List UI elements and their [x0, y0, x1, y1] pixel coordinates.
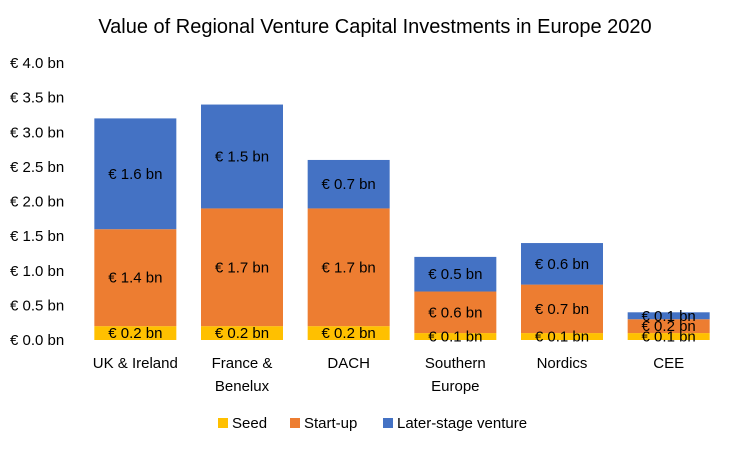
bar-segment-start-up	[307, 208, 390, 327]
bar-segment-later-stage-venture	[201, 104, 283, 209]
data-label: € 0.5 bn	[428, 266, 482, 283]
data-label: € 0.6 bn	[535, 256, 589, 273]
chart-title: Value of Regional Venture Capital Invest…	[98, 16, 651, 38]
data-label: € 0.2 bn	[642, 318, 696, 335]
bar-segment-start-up	[201, 208, 283, 327]
legend-swatch	[290, 418, 300, 428]
data-label: € 0.1 bn	[642, 308, 696, 325]
data-labels: € 0.2 bn € 1.4 bn € 1.6 bn € 0.2 bn € 1.7 bn…	[108, 148, 696, 345]
y-tick-label: € 1.5 bn	[10, 228, 64, 245]
bar-segment-start-up	[521, 284, 603, 334]
x-category-label: Southern	[425, 355, 486, 372]
legend-swatch	[218, 418, 228, 428]
bar-segment-start-up	[627, 319, 710, 334]
y-tick-label: € 4.0 bn	[10, 55, 64, 72]
y-tick-label: € 3.0 bn	[10, 124, 64, 141]
bar-segment-seed	[521, 333, 603, 340]
legend-label: Seed	[232, 415, 267, 432]
x-category-label: DACH	[327, 355, 370, 372]
bar-segment-later-stage-venture	[521, 243, 603, 285]
y-tick-label: € 0.5 bn	[10, 297, 64, 314]
bar-segment-later-stage-venture	[627, 312, 710, 320]
data-label: € 0.7 bn	[535, 301, 589, 318]
x-category-label: UK & Ireland	[93, 355, 178, 372]
bar-segment-seed	[414, 333, 497, 340]
data-label: € 1.4 bn	[108, 270, 162, 287]
y-tick-label: € 2.5 bn	[10, 159, 64, 176]
bar-segment-later-stage-venture	[94, 118, 177, 230]
legend-label: Start-up	[304, 415, 357, 432]
bars	[94, 104, 710, 340]
bar-segment-start-up	[94, 229, 177, 327]
data-label: € 0.2 bn	[215, 325, 269, 342]
y-axis-ticks: € 0.0 bn € 0.5 bn € 1.0 bn € 1.5 bn € 2.0 bn…	[10, 55, 64, 349]
x-category-label: CEE	[653, 355, 684, 372]
data-label: € 1.7 bn	[322, 259, 376, 276]
data-label: € 0.6 bn	[428, 304, 482, 321]
bar-segment-seed	[307, 326, 390, 340]
bar-segment-later-stage-venture	[307, 159, 390, 209]
data-label: € 0.7 bn	[322, 176, 376, 193]
data-label: € 0.1 bn	[642, 329, 696, 346]
data-label: € 1.6 bn	[108, 166, 162, 183]
bar-segment-seed	[201, 326, 283, 340]
x-category-label: Nordics	[537, 355, 588, 372]
bar-segment-seed	[94, 326, 177, 340]
data-label: € 1.7 bn	[215, 259, 269, 276]
bar-segment-seed	[627, 333, 710, 340]
legend: Seed Start-up Later-stage venture	[218, 415, 527, 432]
data-label: € 0.1 bn	[535, 329, 589, 346]
bar-segment-later-stage-venture	[414, 256, 497, 292]
legend-swatch	[383, 418, 393, 428]
y-tick-label: € 0.0 bn	[10, 332, 64, 349]
x-category-label: Benelux	[215, 378, 270, 395]
data-label: € 0.2 bn	[322, 325, 376, 342]
data-label: € 0.2 bn	[108, 325, 162, 342]
bar-segment-start-up	[414, 291, 497, 334]
x-axis-labels: UK & Ireland France & Benelux DACH Southern E…	[93, 355, 684, 395]
x-category-label: France &	[212, 355, 273, 372]
legend-label: Later-stage venture	[397, 415, 527, 432]
y-tick-label: € 3.5 bn	[10, 90, 64, 107]
data-label: € 0.1 bn	[428, 329, 482, 346]
y-tick-label: € 2.0 bn	[10, 194, 64, 211]
x-category-label: Europe	[431, 378, 479, 395]
data-label: € 1.5 bn	[215, 148, 269, 165]
y-tick-label: € 1.0 bn	[10, 263, 64, 280]
